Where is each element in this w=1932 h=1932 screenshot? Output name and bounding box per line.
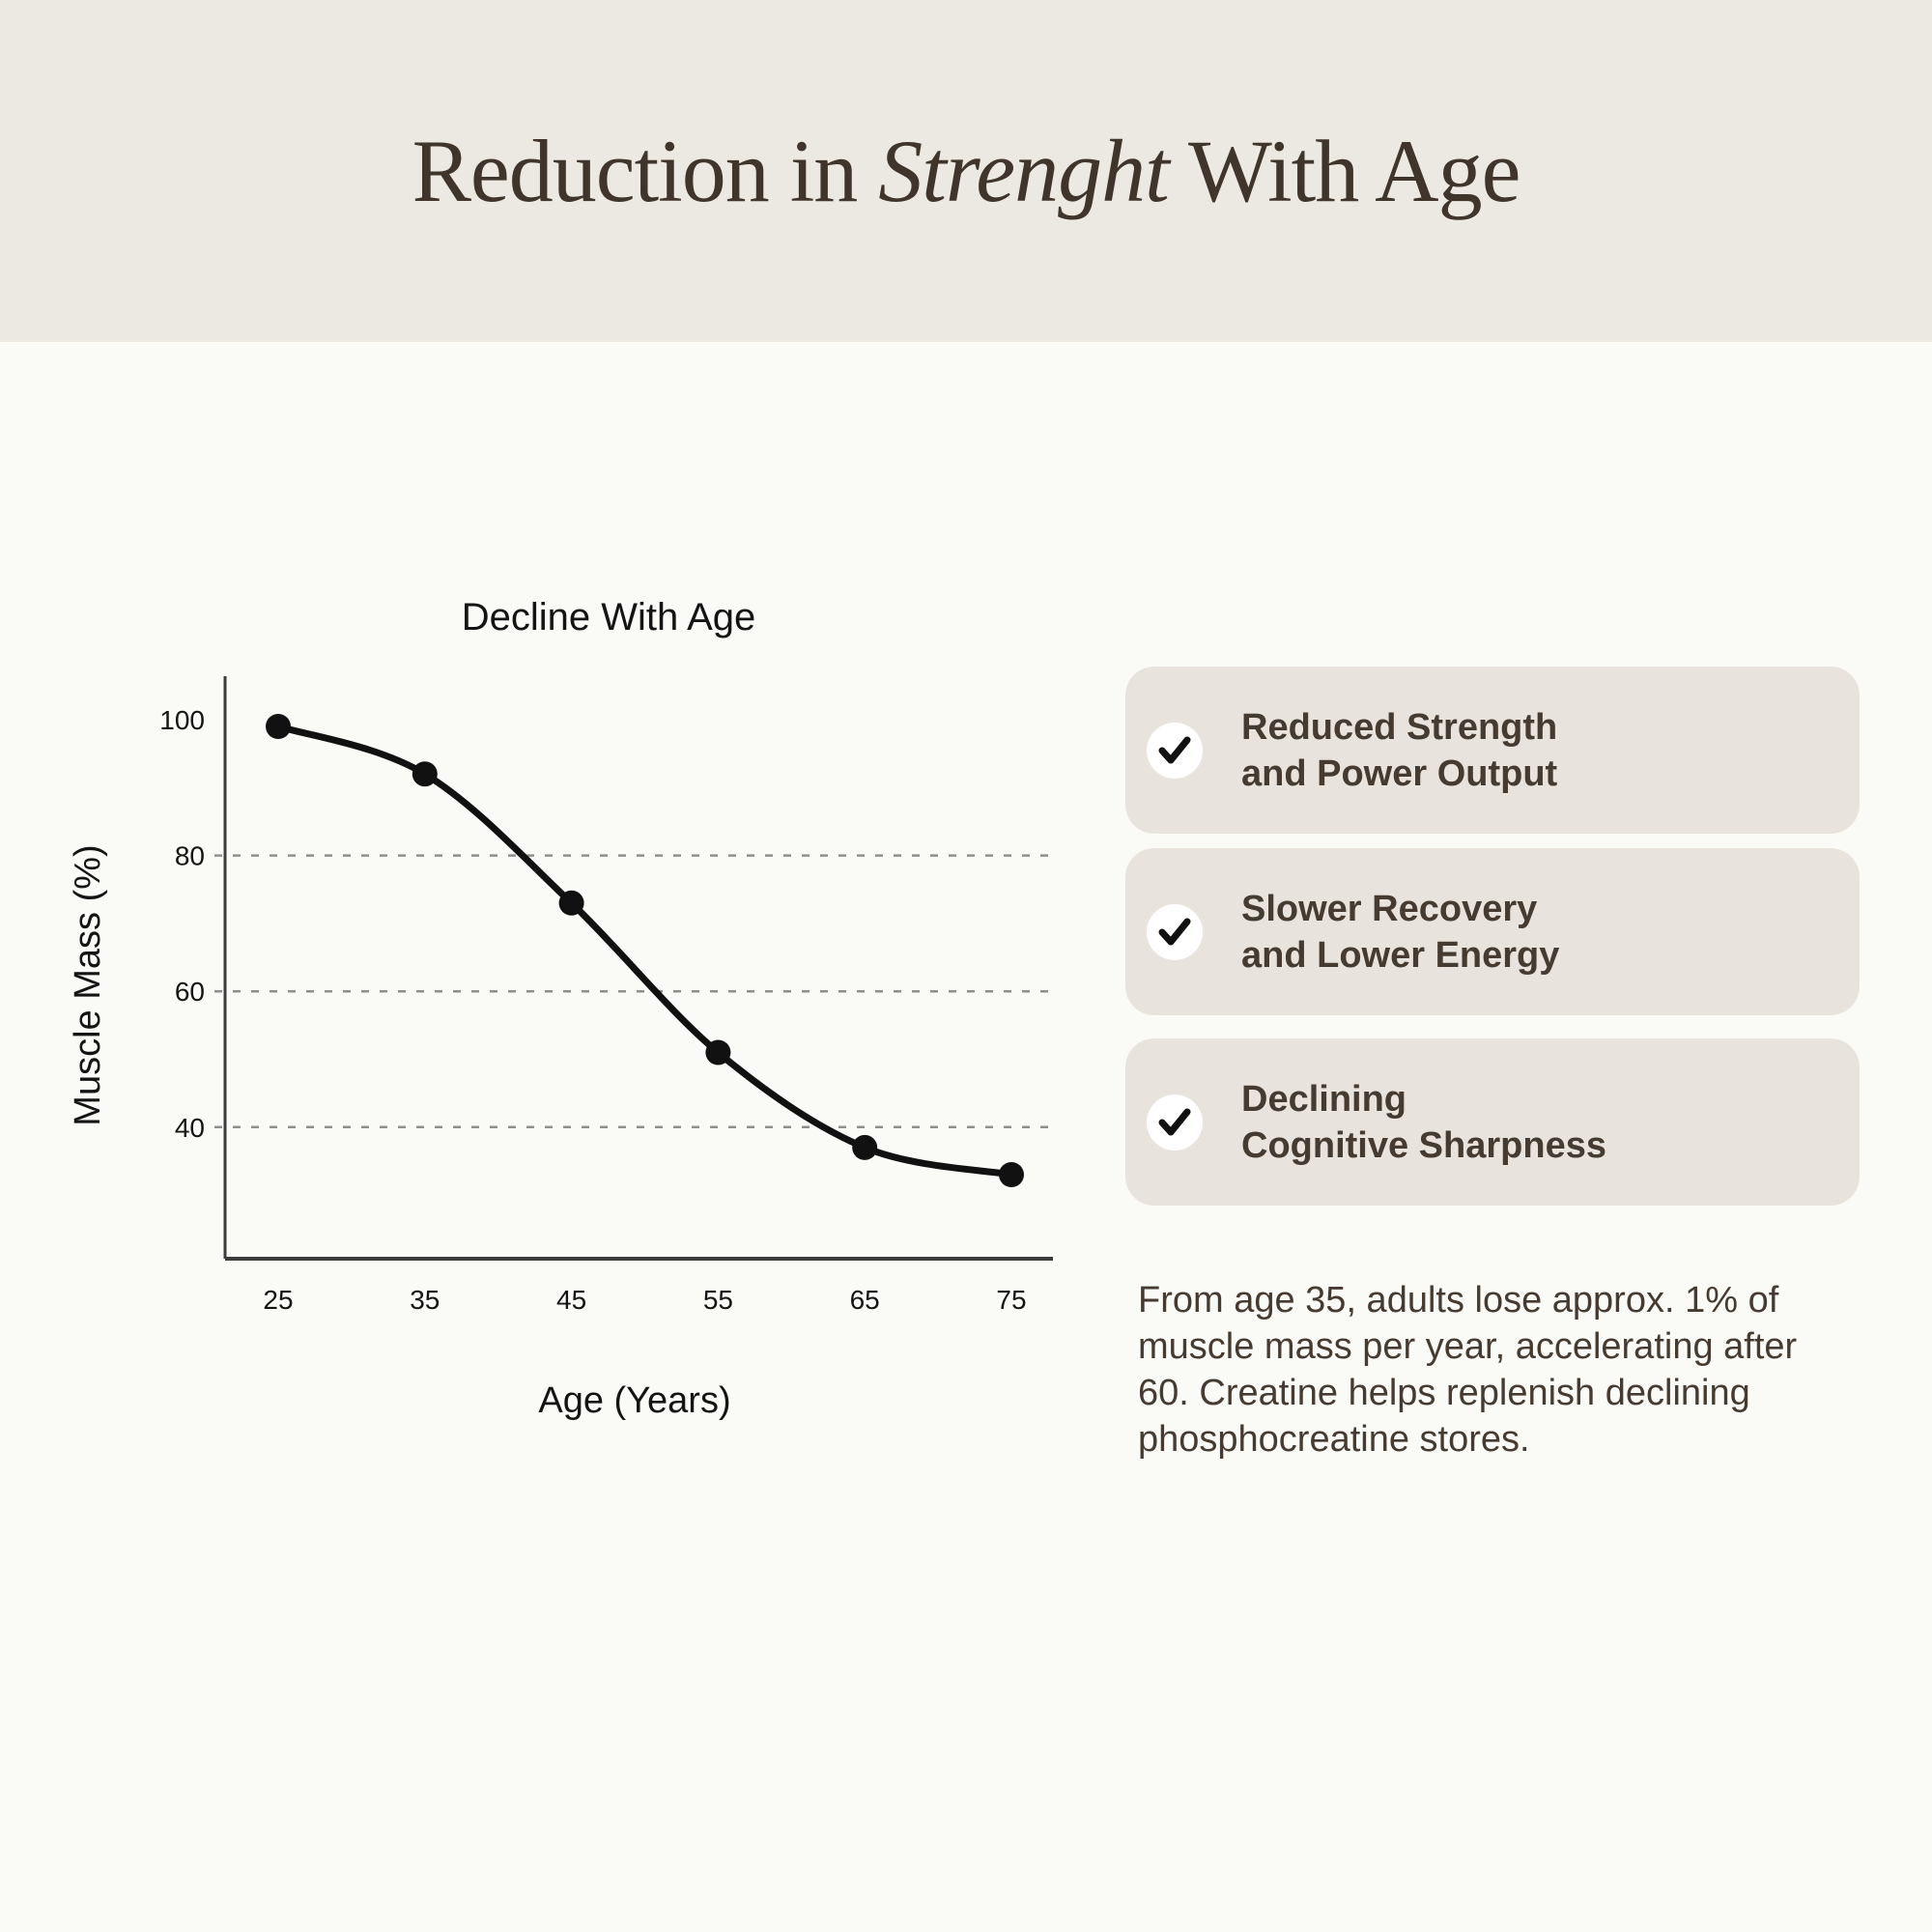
x-tick-label-35: 35 [410, 1285, 440, 1315]
benefit-card-slower-recovery: Slower Recovery and Lower Energy [1125, 848, 1860, 1015]
y-axis-label: Muscle Mass (%) [68, 844, 108, 1125]
benefit-label-line: and Power Output [1241, 753, 1558, 794]
page-title-suffix: With Age [1168, 122, 1520, 220]
data-point-age-35 [412, 761, 438, 787]
benefit-label-line: Reduced Strength [1241, 706, 1558, 748]
benefit-label-line: and Lower Energy [1241, 934, 1560, 976]
header-band: Reduction in Strenght With Age [0, 0, 1932, 342]
benefit-label: Declining Cognitive Sharpness [1241, 1076, 1606, 1169]
benefit-label: Reduced Strength and Power Output [1241, 704, 1557, 797]
page-title-italic: Strenght [878, 122, 1169, 220]
page-title: Reduction in Strenght With Age [412, 120, 1521, 222]
x-tick-label-75: 75 [996, 1285, 1026, 1315]
checkmark-icon [1147, 722, 1203, 779]
page-title-prefix: Reduction in [412, 122, 879, 220]
data-point-age-45 [558, 890, 584, 916]
benefit-label: Slower Recovery and Lower Energy [1241, 886, 1559, 979]
benefit-label-line: Cognitive Sharpness [1241, 1124, 1606, 1166]
y-tick-label-60: 60 [175, 977, 205, 1007]
benefit-card-reduced-strength: Reduced Strength and Power Output [1125, 667, 1860, 834]
x-axis-label: Age (Years) [538, 1380, 730, 1421]
checkmark-icon [1147, 1094, 1203, 1151]
benefit-card-declining-cognition: Declining Cognitive Sharpness [1125, 1038, 1860, 1206]
x-tick-label-25: 25 [263, 1285, 293, 1315]
chart-title: Decline With Age [462, 596, 756, 639]
data-point-age-65 [852, 1134, 878, 1160]
x-tick-label-65: 65 [850, 1285, 880, 1315]
y-tick-label-80: 80 [175, 841, 205, 871]
data-point-age-25 [266, 714, 291, 739]
note-paragraph: From age 35, adults lose approx. 1% of m… [1138, 1280, 1798, 1460]
x-tick-label-55: 55 [703, 1285, 733, 1315]
benefit-label-line: Slower Recovery [1241, 888, 1538, 929]
checkmark-icon [1147, 903, 1203, 960]
benefit-label-line: Declining [1241, 1078, 1407, 1120]
y-tick-label-40: 40 [175, 1113, 205, 1143]
y-tick-label-100: 100 [159, 705, 205, 735]
x-tick-label-45: 45 [556, 1285, 586, 1315]
muscle-mass-line [274, 723, 1015, 1179]
data-point-age-75 [999, 1162, 1024, 1187]
data-point-age-55 [705, 1039, 731, 1065]
